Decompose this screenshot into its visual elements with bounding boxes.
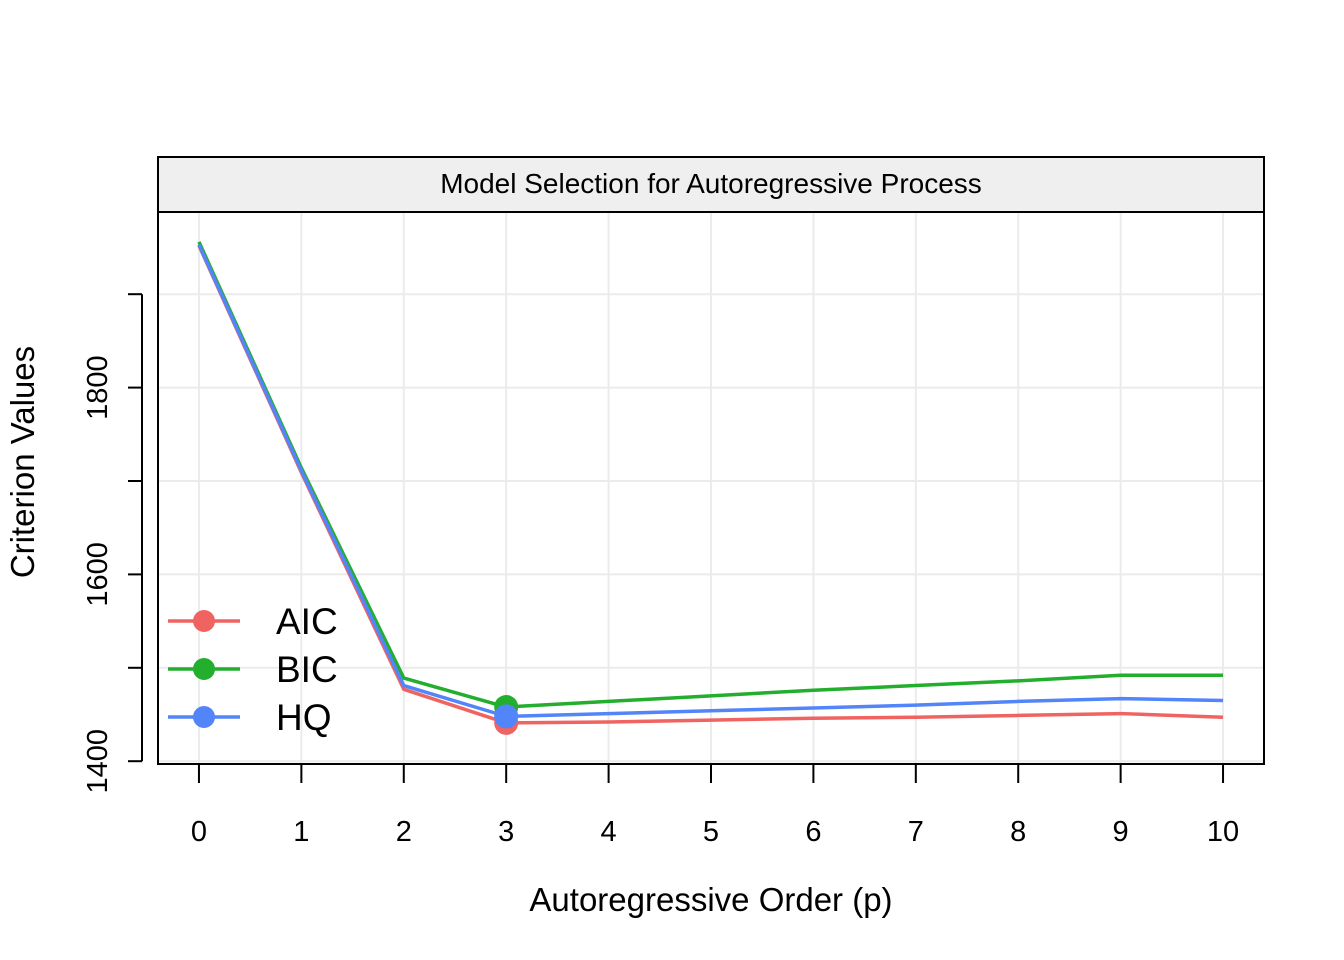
legend: AIC BIC HQ bbox=[168, 601, 338, 738]
x-tick-label: 7 bbox=[908, 816, 924, 848]
chart-title: Model Selection for Autoregressive Proce… bbox=[440, 168, 982, 199]
legend-marker-aic bbox=[193, 610, 215, 632]
grid bbox=[158, 212, 1264, 764]
x-tick-label: 1 bbox=[293, 816, 309, 848]
x-axis: 0 1 2 3 4 5 6 7 8 9 10 bbox=[191, 763, 1239, 848]
series-lines bbox=[197, 241, 1224, 725]
x-tick-label: 2 bbox=[396, 816, 412, 848]
x-tick-label: 9 bbox=[1113, 816, 1129, 848]
legend-label-hq: HQ bbox=[276, 697, 332, 738]
title-strip bbox=[157, 156, 1265, 213]
x-tick-label: 3 bbox=[498, 816, 514, 848]
y-axis-label: Criterion Values bbox=[4, 346, 41, 578]
legend-marker-bic bbox=[193, 658, 215, 680]
highlight-points bbox=[494, 695, 519, 735]
x-tick-label: 5 bbox=[703, 816, 719, 848]
y-tick-label: 1800 bbox=[82, 355, 114, 420]
y-tick-label: 1600 bbox=[82, 542, 114, 607]
highlight-point-hq bbox=[494, 704, 519, 729]
series-line-bic bbox=[197, 241, 1224, 709]
x-tick-label: 8 bbox=[1010, 816, 1026, 848]
y-axis: 1400 1600 1800 bbox=[82, 293, 143, 794]
y-tick-label: 1400 bbox=[82, 729, 114, 794]
legend-label-bic: BIC bbox=[276, 649, 338, 690]
legend-label-aic: AIC bbox=[276, 601, 338, 642]
series-line-hq bbox=[197, 243, 1224, 719]
x-axis-label: Autoregressive Order (p) bbox=[529, 881, 892, 918]
legend-marker-hq bbox=[193, 706, 215, 728]
x-tick-label: 0 bbox=[191, 816, 207, 848]
x-tick-label: 6 bbox=[805, 816, 821, 848]
x-tick-label: 10 bbox=[1207, 816, 1239, 848]
x-tick-label: 4 bbox=[601, 816, 617, 848]
